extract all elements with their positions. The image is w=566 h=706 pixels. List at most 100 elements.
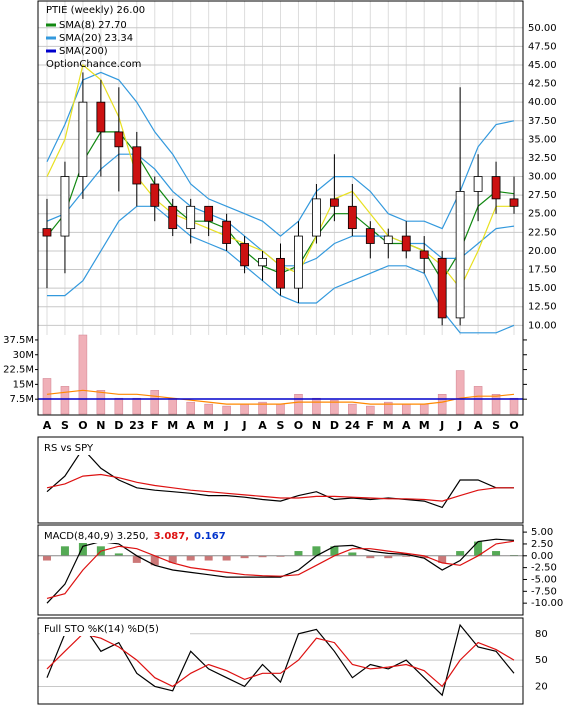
x-tick-label: A <box>186 419 195 432</box>
y-tick-label: 40.00 <box>528 97 557 108</box>
panel-frame <box>37 617 524 705</box>
y-tick-label: -2.50 <box>531 563 557 574</box>
y-tick-label: 22.5M <box>3 365 34 376</box>
y-tick-label: 42.50 <box>528 79 557 90</box>
volume-bar <box>168 397 177 415</box>
y-tick-label: 47.50 <box>528 41 557 52</box>
x-tick-label: F <box>367 419 375 432</box>
title-part: 0.167 <box>194 531 226 542</box>
candle-body <box>114 131 124 148</box>
histogram-bar <box>294 551 303 556</box>
y-tick-label: 22.50 <box>528 227 557 238</box>
candle-body <box>276 257 285 289</box>
volume-bar <box>384 401 393 415</box>
y-tick-label: 20 <box>535 681 548 692</box>
y-tick-label: 30M <box>13 350 34 361</box>
panel-frame <box>37 524 524 616</box>
volume-bar <box>204 403 213 415</box>
title-part: MACD(8,40,9) 3.250, <box>44 531 149 542</box>
candle-body <box>294 235 303 289</box>
volume-bar <box>60 386 70 415</box>
y-tick-label: 50 <box>535 655 548 666</box>
candle-body <box>455 191 465 319</box>
candle-body <box>132 146 142 185</box>
candle-body <box>473 176 483 192</box>
y-tick-label: 45.00 <box>528 60 557 71</box>
y-tick-label: 17.50 <box>528 265 557 276</box>
x-tick-label: A <box>402 419 411 432</box>
candle-body <box>329 198 339 207</box>
x-tick-label: N <box>96 419 105 432</box>
indicator-line <box>46 447 514 509</box>
candle-body <box>347 205 357 230</box>
histogram-bar <box>132 555 141 563</box>
macd-line <box>46 540 515 599</box>
x-tick-label: O <box>509 419 518 432</box>
x-tick-label: M <box>383 419 394 432</box>
y-tick-label: 12.50 <box>528 302 557 313</box>
volume-bar <box>509 397 519 415</box>
candle-body <box>240 243 249 267</box>
histogram-bar <box>240 555 249 559</box>
x-tick-label: O <box>78 419 87 432</box>
x-tick-label: J <box>242 419 247 432</box>
x-tick-label: A <box>43 419 52 432</box>
histogram-bar <box>78 532 87 556</box>
y-tick-label: 27.50 <box>528 190 557 201</box>
x-tick-label: J <box>457 419 462 432</box>
volume-bar <box>348 403 357 415</box>
x-tick-label: S <box>277 419 285 432</box>
histogram-bar <box>492 551 501 556</box>
candle-body <box>42 228 52 237</box>
y-tick-label: 50.00 <box>528 23 557 34</box>
y-tick-label: 15.00 <box>528 283 557 294</box>
y-tick-label: 0.00 <box>531 551 553 562</box>
histogram-bar <box>222 555 231 561</box>
candle-body <box>96 101 106 133</box>
volume-bar <box>294 394 303 415</box>
y-tick-label: 37.50 <box>528 116 557 127</box>
candle-body <box>365 228 375 244</box>
candle-body <box>222 220 232 244</box>
candle-body <box>204 205 214 222</box>
title-part: 3.087, <box>154 531 189 542</box>
candle-body <box>509 198 519 207</box>
volume-bar <box>437 394 447 415</box>
histogram-bar <box>474 541 483 556</box>
histogram-bar <box>420 555 429 559</box>
y-tick-label: 15M <box>13 379 34 390</box>
candle-body <box>383 235 393 244</box>
title-box <box>40 621 190 636</box>
histogram-bar <box>366 555 375 559</box>
y-tick-label: -5.00 <box>531 574 557 585</box>
volume-bar <box>186 401 195 415</box>
x-tick-label: J <box>439 419 444 432</box>
histogram-bar <box>456 551 465 556</box>
x-tick-label: S <box>492 419 500 432</box>
y-tick-label: 37.5M <box>3 335 34 346</box>
legend-label: SMA(8) 27.70 <box>59 20 127 31</box>
volume-bar <box>473 386 483 415</box>
legend-label: SMA(200) <box>59 46 108 57</box>
volume-bar <box>276 403 285 415</box>
title-box <box>40 528 230 543</box>
y-tick-label: 20.00 <box>528 246 557 257</box>
volume-bar <box>240 403 249 415</box>
panel-title: RS vs SPY <box>44 443 94 454</box>
y-tick-label: 25.00 <box>528 209 557 220</box>
volume-bar <box>366 405 375 415</box>
x-tick-label: M <box>167 419 178 432</box>
y-tick-label: 32.50 <box>528 153 557 164</box>
legend-label: SMA(20) 23.34 <box>59 33 133 44</box>
histogram-bar <box>312 546 321 556</box>
volume-bar <box>42 378 52 415</box>
y-tick-label: 7.5M <box>9 394 34 405</box>
candle-body <box>401 235 411 252</box>
indicator-line <box>46 633 515 688</box>
candle-body <box>60 176 70 237</box>
x-tick-label: D <box>114 419 123 432</box>
x-tick-label: N <box>312 419 321 432</box>
x-tick-label: M <box>419 419 430 432</box>
histogram-bar <box>330 546 339 556</box>
histogram-bar <box>42 555 51 561</box>
